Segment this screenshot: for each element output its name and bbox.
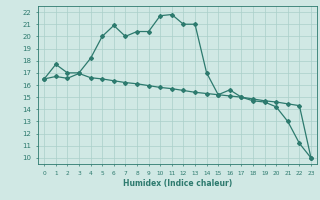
X-axis label: Humidex (Indice chaleur): Humidex (Indice chaleur) — [123, 179, 232, 188]
